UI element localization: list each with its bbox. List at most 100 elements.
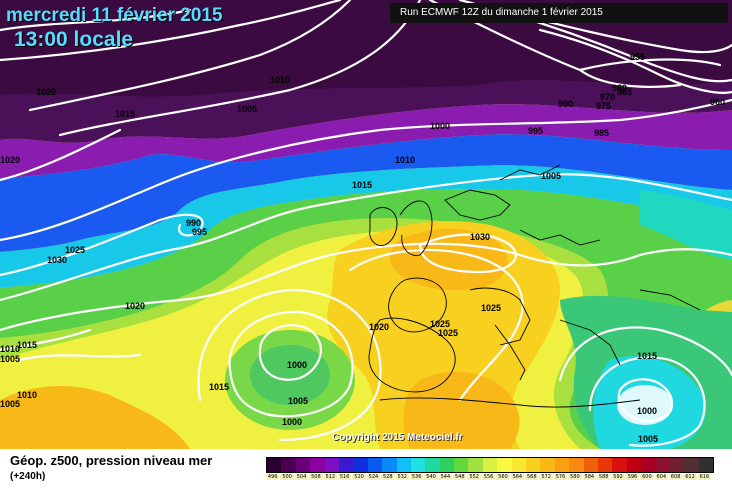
legend-value: 552 bbox=[467, 474, 482, 480]
legend-value: 500 bbox=[280, 474, 295, 480]
isobar-label: 1015 bbox=[637, 351, 657, 361]
legend-swatch bbox=[641, 458, 656, 472]
legend-swatch bbox=[554, 458, 570, 472]
legend-swatch bbox=[684, 458, 699, 472]
isobar-label: 1005 bbox=[0, 354, 20, 364]
legend-swatch bbox=[281, 458, 296, 472]
isobar-label: 1025 bbox=[481, 303, 501, 313]
isobar-label: 1015 bbox=[115, 109, 135, 119]
legend-value: 572 bbox=[539, 474, 554, 480]
legend-swatch bbox=[310, 458, 325, 472]
isobar-label: 1010 bbox=[17, 390, 37, 400]
legend-value: 608 bbox=[668, 474, 684, 480]
legend-swatch bbox=[583, 458, 598, 472]
isobar-label: 990 bbox=[558, 99, 573, 109]
legend-value: 596 bbox=[625, 474, 641, 480]
model-run-info: Run ECMWF 12Z du dimanche 1 février 2015 bbox=[390, 3, 728, 23]
isobar-label: 1020 bbox=[125, 301, 145, 311]
isobar-label: 1030 bbox=[47, 255, 67, 265]
copyright-label: Copyright 2015 Meteociel.fr bbox=[332, 432, 463, 443]
legend-value: 512 bbox=[323, 474, 338, 480]
isobar-label: 1015 bbox=[209, 382, 229, 392]
legend-value: 612 bbox=[683, 474, 698, 480]
legend-swatch bbox=[324, 458, 339, 472]
legend-value: 556 bbox=[481, 474, 497, 480]
legend-value: 592 bbox=[611, 474, 626, 480]
legend-swatch bbox=[425, 458, 440, 472]
isobar-label: 955 bbox=[630, 52, 645, 62]
isobar-label: 1020 bbox=[369, 322, 389, 332]
legend-swatch bbox=[540, 458, 555, 472]
legend-value: 504 bbox=[294, 474, 310, 480]
legend-swatch bbox=[454, 458, 469, 472]
isobar-label: 990 bbox=[186, 218, 201, 228]
forecast-time: 13:00 locale bbox=[14, 28, 134, 51]
isobar-label: 985 bbox=[594, 128, 609, 138]
legend-value: 532 bbox=[395, 474, 410, 480]
isobar-label: 1000 bbox=[430, 121, 450, 131]
isobar-label: 1005 bbox=[638, 434, 658, 444]
legend-value: 496 bbox=[266, 474, 281, 480]
legend-value: 604 bbox=[654, 474, 669, 480]
isobar-label: 1005 bbox=[0, 399, 20, 409]
legend-swatch bbox=[511, 458, 527, 472]
isobar-label: 1010 bbox=[0, 344, 20, 354]
legend-value: 528 bbox=[381, 474, 396, 480]
isobar-label: 965 bbox=[617, 87, 632, 97]
legend-swatch bbox=[382, 458, 397, 472]
isobar-label: 1030 bbox=[470, 232, 490, 242]
isobar-label: 995 bbox=[528, 126, 543, 136]
color-scale-legend: 496 500 504 508 512 516 520 524 528 532 536 540 544 5… bbox=[266, 457, 715, 480]
legend-swatch bbox=[353, 458, 368, 472]
legend-swatch bbox=[655, 458, 670, 472]
isobar-label: 975 bbox=[596, 101, 611, 111]
forecast-date: mercredi 11 février 2015 bbox=[6, 5, 223, 26]
isobar-label: 1020 bbox=[36, 87, 56, 97]
isobar-label: 980 bbox=[612, 83, 627, 93]
legend-swatch bbox=[698, 458, 714, 472]
legend-swatch bbox=[597, 458, 613, 472]
isobar-label: 1020 bbox=[0, 155, 20, 165]
weather-map: 1020 1010 1015 1005 1000 990 980 975 970… bbox=[0, 0, 732, 449]
isobar-label: 1010 bbox=[395, 155, 415, 165]
legend-swatch bbox=[626, 458, 642, 472]
parameter-title: Géop. z500, pression niveau mer bbox=[10, 453, 213, 468]
legend-value: 548 bbox=[453, 474, 468, 480]
isobar-label: 1025 bbox=[65, 245, 85, 255]
legend-swatch bbox=[338, 458, 354, 472]
isobar-label: 1000 bbox=[637, 406, 657, 416]
legend-value: 524 bbox=[366, 474, 382, 480]
isobar-label: 1025 bbox=[430, 319, 450, 329]
legend-value: 560 bbox=[496, 474, 511, 480]
legend-swatch bbox=[367, 458, 383, 472]
legend-value: 516 bbox=[337, 474, 353, 480]
legend-value: 544 bbox=[438, 474, 454, 480]
isobar-label: 970 bbox=[600, 92, 615, 102]
legend-swatch bbox=[612, 458, 627, 472]
legend-value: 576 bbox=[553, 474, 569, 480]
legend-swatch bbox=[468, 458, 483, 472]
legend-value: 580 bbox=[568, 474, 583, 480]
isobar-label: 1005 bbox=[541, 171, 561, 181]
legend-value: 508 bbox=[309, 474, 324, 480]
isobar-label: 1005 bbox=[288, 396, 308, 406]
legend-value: 600 bbox=[640, 474, 655, 480]
isobar-label: 1000 bbox=[287, 360, 307, 370]
legend-value: 540 bbox=[424, 474, 439, 480]
isobar-label: 1025 bbox=[438, 328, 458, 338]
isobar-label: 995 bbox=[192, 227, 207, 237]
legend-swatches bbox=[266, 457, 715, 473]
isobar-label: 1000 bbox=[282, 417, 302, 427]
isobar-label: 1015 bbox=[352, 180, 372, 190]
isobar-label: 1010 bbox=[270, 75, 290, 85]
footer-bar: Géop. z500, pression niveau mer (+240h) … bbox=[0, 449, 732, 488]
legend-swatch bbox=[439, 458, 455, 472]
legend-swatch bbox=[482, 458, 498, 472]
legend-value: 588 bbox=[596, 474, 612, 480]
legend-value: 536 bbox=[409, 474, 425, 480]
legend-swatch bbox=[396, 458, 411, 472]
legend-swatch bbox=[267, 458, 282, 472]
legend-value: 584 bbox=[582, 474, 597, 480]
legend-swatch bbox=[295, 458, 311, 472]
legend-value: 616 bbox=[697, 474, 713, 480]
